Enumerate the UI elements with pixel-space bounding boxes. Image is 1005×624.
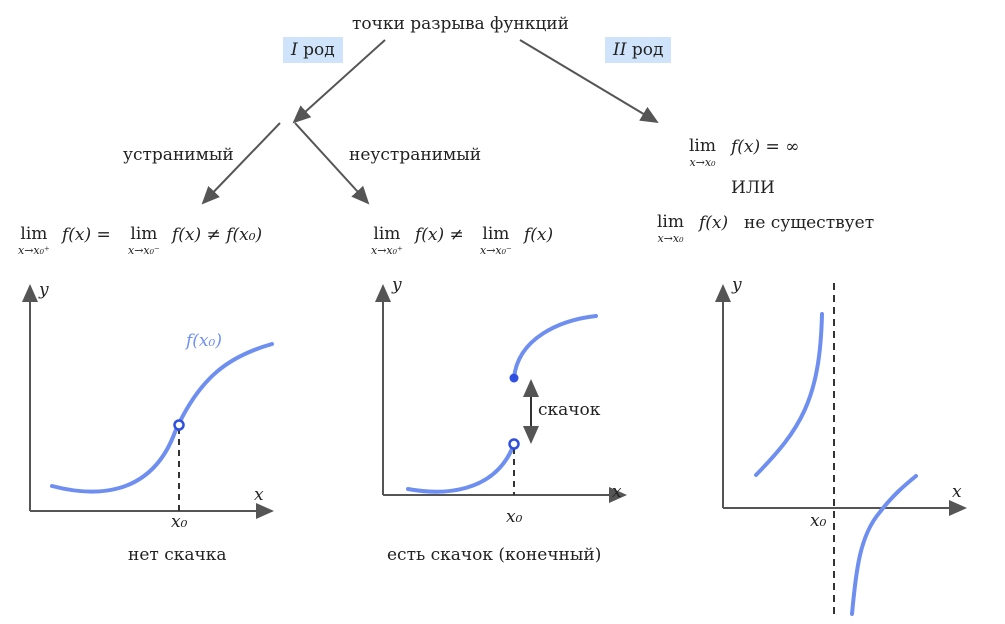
branch-removable-label: устранимый [123,145,234,165]
arrow-to-second-kind [519,39,659,124]
second-kind-badge: II род [605,37,672,63]
x0-tick-label: x₀ [810,511,827,531]
filled-point [509,373,519,383]
curve-label: f(x₀) [186,331,222,351]
jump-label: скачок [538,400,601,420]
y-axis-label: y [732,275,742,295]
hollow-point [508,438,520,450]
x-axis-label: x [612,482,622,502]
badge-word: род [631,40,664,60]
graph-removable [22,284,274,519]
graph-jump [375,284,627,503]
y-axis-label: y [39,280,49,300]
first-kind-badge: I род [283,37,343,63]
upper-branch [512,314,598,380]
lower-branch [406,442,516,494]
left-branch [754,312,824,477]
roman-numeral: II [613,40,627,60]
x-axis-label: x [254,485,264,505]
arrow-to-nonremovable [294,122,370,205]
right-branch [850,474,918,616]
x0-tick-label: x₀ [506,507,523,527]
graph-second-kind [715,283,967,618]
hollow-point [173,419,185,431]
or-label: ИЛИ [731,178,775,198]
x0-tick-label: x₀ [171,512,188,532]
caption-finite-jump: есть скачок (конечный) [387,545,602,565]
y-axis-label: y [392,275,402,295]
branch-nonremovable-label: неустранимый [349,145,482,165]
diagram-title: точки разрыва функций [352,14,569,34]
roman-numeral: I [291,40,298,60]
badge-word: род [303,40,335,60]
function-curve [50,342,274,494]
arrow-to-removable [201,122,281,205]
x-axis-label: x [952,482,962,502]
arrow-to-first-kind [292,39,386,124]
caption-no-jump: нет скачка [128,545,227,565]
